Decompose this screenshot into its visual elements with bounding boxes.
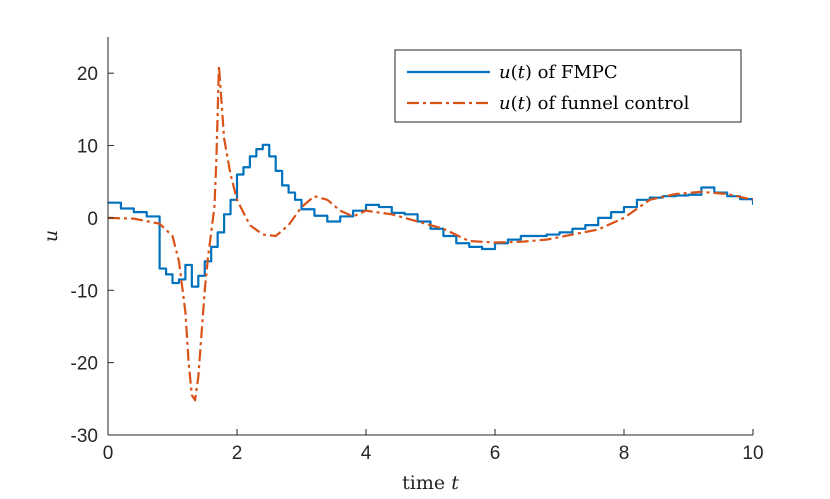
plot-area xyxy=(108,64,753,402)
x-tick-label: 10 xyxy=(742,443,763,464)
y-tick-label: 10 xyxy=(77,137,98,158)
series-line-1 xyxy=(108,143,753,288)
x-tick-label: 0 xyxy=(103,443,114,464)
x-tick-label: 2 xyxy=(232,443,243,464)
x-tick-label: 6 xyxy=(490,443,501,464)
series-line-2 xyxy=(108,64,753,402)
y-tick-label: 0 xyxy=(87,209,98,230)
y-tick-label: -10 xyxy=(71,281,98,302)
axes: 0 2 4 6 8 10 20 10 0 -10 -20 -30 time t u xyxy=(40,37,764,494)
y-tick-label: 20 xyxy=(77,64,98,85)
x-tick-label: 4 xyxy=(361,443,372,464)
legend-label-1: u(t) of FMPC xyxy=(499,62,618,83)
legend-box xyxy=(394,49,742,123)
y-tick-label: -30 xyxy=(71,426,98,447)
legend-label-2: u(t) of funnel control xyxy=(499,93,690,114)
y-tick-label: -20 xyxy=(71,354,98,375)
y-axis-label: u xyxy=(40,230,62,242)
x-axis-label: time t xyxy=(402,472,459,494)
x-tick-label: 8 xyxy=(619,443,630,464)
legend: u(t) of FMPC u(t) of funnel control xyxy=(394,49,742,123)
